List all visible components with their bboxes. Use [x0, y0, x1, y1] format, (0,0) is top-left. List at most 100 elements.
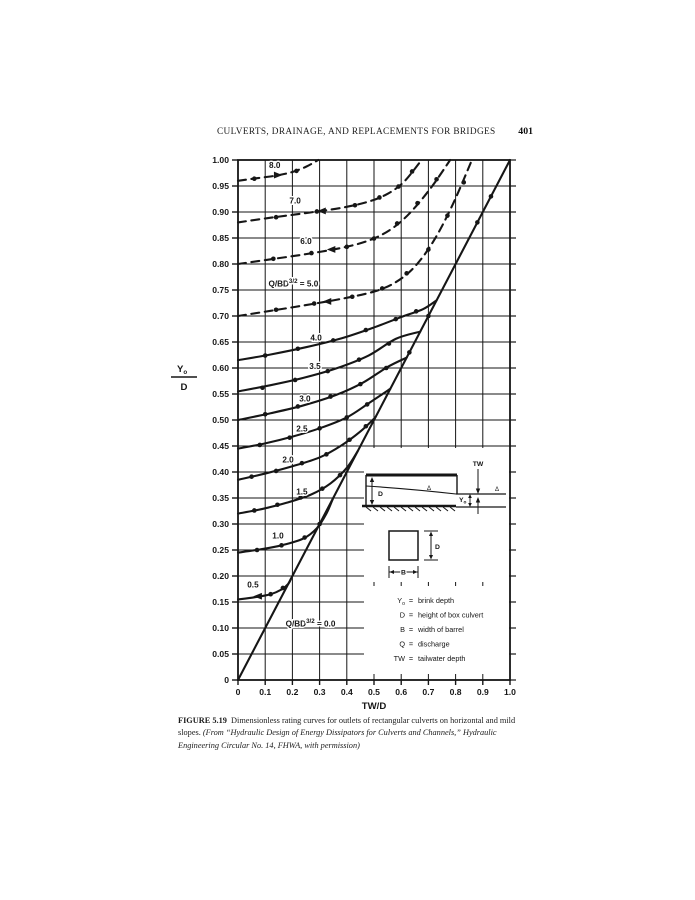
data-point — [415, 200, 420, 206]
bed-hatch — [386, 506, 393, 512]
y-tick-label: 0.20 — [212, 571, 229, 581]
data-point — [426, 247, 431, 252]
curve-q-4.0 — [236, 299, 438, 362]
box-d-label: D — [435, 544, 440, 551]
chart-axes: 1.000.950.900.850.800.750.700.650.600.55… — [171, 155, 516, 712]
bed-hatch — [442, 506, 449, 512]
data-point — [371, 236, 377, 241]
label-sup: 3/2 — [289, 278, 298, 285]
legend-term-sub: o — [402, 601, 405, 607]
y-tick-label: 0.75 — [212, 285, 229, 295]
data-point — [383, 365, 389, 371]
label-post: = 0.0 — [315, 619, 336, 628]
legend-definition: discharge — [418, 640, 450, 649]
legend-term-base: D — [400, 611, 405, 620]
yo-sub: o — [464, 501, 467, 506]
legend-term: D — [400, 611, 405, 620]
bed-hatch — [421, 506, 428, 512]
curve-label-q-8.0: 8.0 — [269, 161, 281, 170]
data-point — [445, 213, 450, 218]
yo-arrow-down — [468, 503, 472, 507]
y-tick-label: 0.90 — [212, 207, 229, 217]
data-point — [292, 377, 298, 383]
data-point — [254, 547, 260, 553]
curve-arrow-marker — [326, 246, 336, 253]
curve-label-q-3.5: 3.5 — [309, 362, 321, 371]
x-tick-label: 1.0 — [504, 687, 516, 697]
water-surface-marker: Δ — [427, 486, 431, 492]
data-point — [262, 353, 268, 358]
yo-arrow-up — [468, 494, 472, 498]
data-point — [337, 472, 343, 478]
tw-arrow-up — [475, 497, 481, 503]
curve-label-q-4.0: 4.0 — [310, 333, 322, 342]
data-point — [298, 495, 303, 500]
figure-caption-source: (From “Hydraulic Design of Energy Dissip… — [178, 728, 497, 750]
label-post: = 5.0 — [298, 279, 319, 288]
bed-hatch — [393, 506, 400, 512]
data-point — [309, 250, 314, 256]
legend-definition: height of box culvert — [418, 611, 483, 620]
label-pre: Q/BD — [268, 279, 289, 288]
curve-label-q-5.0: Q/BD3/2 = 5.0 — [268, 278, 318, 289]
data-point — [413, 309, 419, 314]
x-tick-label: 0.9 — [477, 687, 489, 697]
y-axis-title-denominator: D — [181, 382, 188, 393]
curve-q-2.5 — [236, 387, 392, 450]
box-d-arrow-down — [429, 555, 433, 560]
data-point — [252, 508, 257, 513]
data-point — [325, 368, 331, 374]
y-tick-label: 0.80 — [212, 259, 229, 269]
data-point — [295, 346, 301, 352]
data-point — [302, 535, 307, 540]
curve-label-q-3.0: 3.0 — [299, 394, 311, 403]
bed-hatch — [428, 506, 435, 512]
x-tick-label: 0.4 — [341, 687, 353, 697]
data-point — [393, 316, 399, 322]
curve-label-q-1.0: 1.0 — [272, 532, 284, 541]
data-point — [328, 394, 333, 399]
legend-term: TW — [394, 654, 405, 663]
bed-hatch — [407, 506, 414, 512]
bed-hatch — [435, 506, 442, 512]
legend-term-base: B — [400, 625, 405, 634]
culvert-inset-diagram: D Δ Δ TW Yo D B — [362, 461, 506, 578]
data-point — [320, 486, 325, 491]
data-point — [314, 209, 320, 214]
y-tick-label: 0.35 — [212, 493, 229, 503]
y-tick-label: 0.50 — [212, 415, 229, 425]
box-b-arrow-right — [413, 570, 418, 574]
d-arrow-down — [369, 500, 375, 505]
legend-equals: = — [409, 596, 413, 605]
data-point — [379, 286, 385, 291]
curve-label-q-2.0: 2.0 — [282, 456, 294, 465]
y-tick-label: 0.85 — [212, 233, 229, 243]
curve-label-q-0.5: 0.5 — [247, 580, 259, 589]
page-number: 401 — [518, 126, 533, 137]
data-point — [364, 402, 370, 407]
data-point — [344, 244, 350, 250]
legend-backdrop — [364, 586, 509, 674]
box-b-label: B — [401, 570, 406, 577]
inset-backdrop — [364, 448, 509, 582]
box-b-arrow-left — [389, 570, 394, 574]
data-point — [377, 195, 382, 200]
y-tick-label: 0.70 — [212, 311, 229, 321]
data-point — [386, 341, 392, 346]
data-point — [299, 460, 305, 466]
data-point — [279, 543, 284, 548]
bed-hatch — [449, 506, 456, 512]
data-point — [273, 468, 279, 474]
legend-term-base: Y — [397, 596, 402, 605]
inset-backgrounds — [364, 448, 509, 674]
curve-labels: Q/BD3/2 = 0.00.51.01.52.02.53.03.54.0Q/B… — [246, 159, 338, 630]
x-tick-label: 0 — [236, 687, 241, 697]
curve-arrow-marker — [322, 298, 332, 305]
data-point — [262, 411, 268, 417]
data-point — [488, 194, 494, 199]
y-tick-label: 0.30 — [212, 519, 229, 529]
x-axis-title: TW/D — [362, 701, 387, 712]
data-point — [356, 357, 362, 362]
y-tick-label: 0.25 — [212, 545, 229, 555]
